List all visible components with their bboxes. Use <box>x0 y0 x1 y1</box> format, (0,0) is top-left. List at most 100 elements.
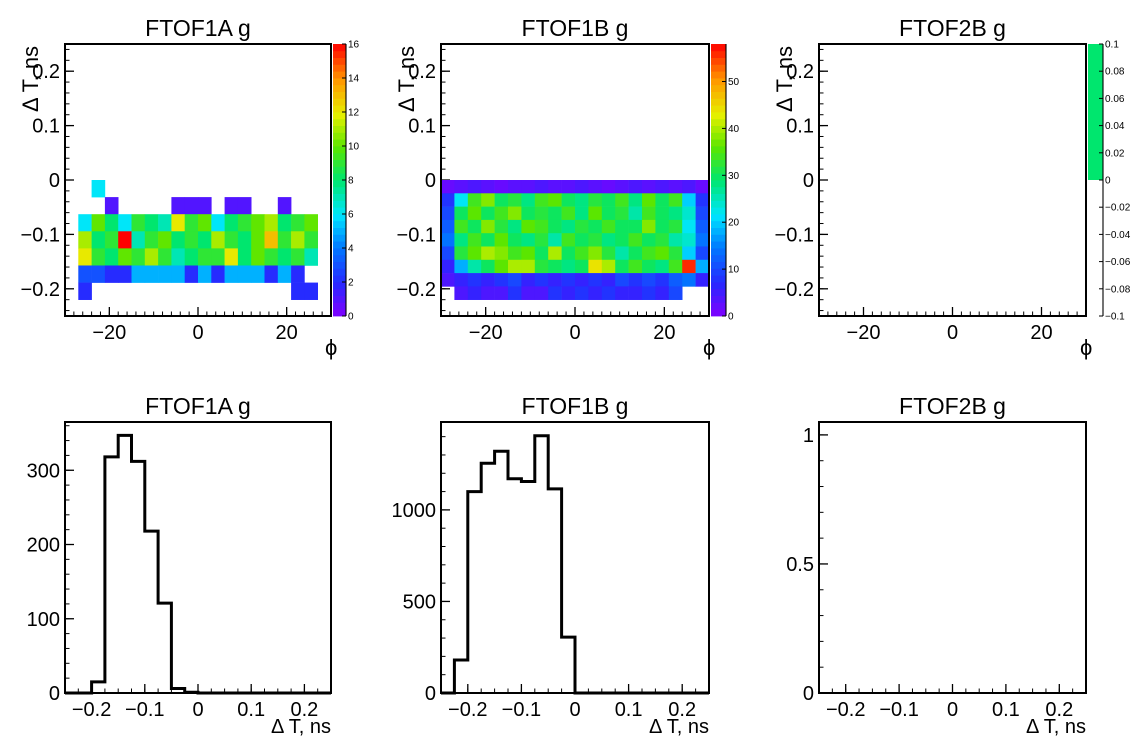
heatmap-cell <box>561 273 576 287</box>
heatmap-cell <box>198 248 212 266</box>
heatmap-cell <box>615 286 629 300</box>
y-tick-label: −0.2 <box>397 279 436 301</box>
color-scale-band <box>333 180 346 188</box>
heatmap-cell <box>655 206 670 221</box>
color-scale-band <box>711 220 726 228</box>
heatmap-cell <box>655 193 670 207</box>
heatmap-cell <box>521 259 536 274</box>
color-scale-tick-label: 50 <box>728 77 740 88</box>
y-tick-label: 0.2 <box>32 61 60 83</box>
heatmap-cell <box>291 214 305 232</box>
color-scale-band <box>333 105 346 113</box>
heatmap-cell <box>264 231 279 249</box>
heatmap-cell <box>642 219 656 234</box>
heatmap-cell <box>184 197 199 215</box>
heatmap-cell <box>615 246 629 261</box>
heatmap-cell <box>224 265 239 283</box>
heatmap-cell <box>467 246 482 261</box>
color-scale-tick-label: −0.06 <box>1105 257 1131 268</box>
color-scale-band <box>333 84 346 92</box>
color-scale-band <box>333 282 346 290</box>
heatmap-cell <box>494 286 509 300</box>
heatmap-cell <box>184 248 199 266</box>
heatmap-cell <box>441 219 455 234</box>
color-scale-band <box>333 118 346 126</box>
y-tick-label: 0 <box>49 170 60 192</box>
y-tick-label: 0.5 <box>786 554 814 576</box>
color-scale-tick-label: 0.06 <box>1105 94 1125 105</box>
chart-title: FTOF1B g <box>522 15 629 41</box>
y-tick-label: −0.2 <box>775 279 814 301</box>
heatmap-cell <box>668 259 683 274</box>
heatmap-cell <box>601 286 616 300</box>
heatmap-cell <box>521 246 536 261</box>
heatmap-cell <box>561 233 576 247</box>
heatmap-cell <box>171 231 185 249</box>
heatmap-cell <box>494 233 509 247</box>
heatmap-cell <box>481 233 495 247</box>
x-tick-label: 0 <box>947 699 958 721</box>
heatmap-cell <box>668 246 683 261</box>
x-axis-label: ϕ <box>325 335 337 360</box>
color-scale: 0 10 20 30 40 50 <box>711 44 740 323</box>
heatmap-cell <box>508 259 522 274</box>
heatmap-cell <box>655 286 670 300</box>
histogram-pad-2: FTOF1B g −0.2 −0.1 0 0.1 0.2 0 500 1000 Δ T, ns <box>392 393 710 738</box>
color-scale-band <box>711 146 726 154</box>
color-scale: 0 2 4 6 8 10 12 14 16 <box>333 40 360 323</box>
chart-title: FTOF1A g <box>145 15 251 41</box>
x-tick-label: 20 <box>276 322 298 344</box>
color-scale-band <box>711 98 726 106</box>
heatmap-cell <box>277 197 292 215</box>
heatmap-cell <box>561 206 576 221</box>
heatmap-pad-3: FTOF2B g −20 0 20 −0.2 −0.1 0 0.1 0.2 ϕ Δ T, ns −0.… <box>772 15 1131 360</box>
heatmap-cell <box>277 231 292 249</box>
heatmap-cell <box>534 180 549 194</box>
plot-frame <box>818 43 1087 317</box>
heatmap-cell <box>668 180 683 194</box>
heatmap-cell <box>494 206 509 221</box>
heatmap-cell <box>534 286 549 300</box>
heatmap-cell <box>78 265 92 283</box>
heatmap-cell <box>548 259 562 274</box>
heatmap-cell <box>642 259 656 274</box>
heatmap-cell <box>695 206 710 221</box>
heatmap-cell <box>144 265 159 283</box>
heatmap-cell <box>575 286 589 300</box>
histogram-pad-3: FTOF2B g −0.2 −0.1 0 0.1 0.2 0 0.5 1 Δ T, ns <box>786 393 1087 738</box>
heatmap-cell <box>118 231 132 249</box>
color-scale-band <box>333 152 346 160</box>
heatmap-cell <box>171 214 185 232</box>
heatmap-cell <box>481 259 495 274</box>
heatmap-cell <box>588 246 603 261</box>
y-tick-label: 0 <box>803 170 814 192</box>
heatmap-cell <box>291 282 305 300</box>
heatmap-cell <box>682 259 696 274</box>
heatmap-cell <box>668 273 683 287</box>
color-scale-tick-label: 30 <box>728 171 740 182</box>
color-scale-band <box>711 166 726 174</box>
x-tick-label: −0.2 <box>72 699 111 721</box>
y-tick-label: 0.1 <box>786 116 814 138</box>
color-scale-band <box>333 295 346 303</box>
heatmap-cell <box>615 193 629 207</box>
color-scale-tick-label: 12 <box>348 108 360 119</box>
y-tick-label: 0.2 <box>408 61 436 83</box>
heatmap-cell <box>237 248 252 266</box>
heatmap-cell <box>91 231 106 249</box>
color-scale-band <box>333 275 346 283</box>
heatmap-cell <box>184 214 199 232</box>
heatmap-cell <box>682 233 696 247</box>
heatmap-cell <box>211 265 225 283</box>
heatmap-cell <box>642 286 656 300</box>
heatmap-cell <box>237 231 252 249</box>
heatmap-cell <box>588 233 603 247</box>
heatmap-cell <box>494 180 509 194</box>
color-scale-band <box>711 44 726 52</box>
color-scale-band <box>711 248 726 256</box>
color-scale-tick-label: 2 <box>348 278 354 289</box>
x-tick-label: 0.2 <box>1045 699 1073 721</box>
x-axis-label: Δ T, ns <box>271 716 331 738</box>
heatmap-cell <box>91 214 106 232</box>
heatmap-cell <box>91 180 106 198</box>
